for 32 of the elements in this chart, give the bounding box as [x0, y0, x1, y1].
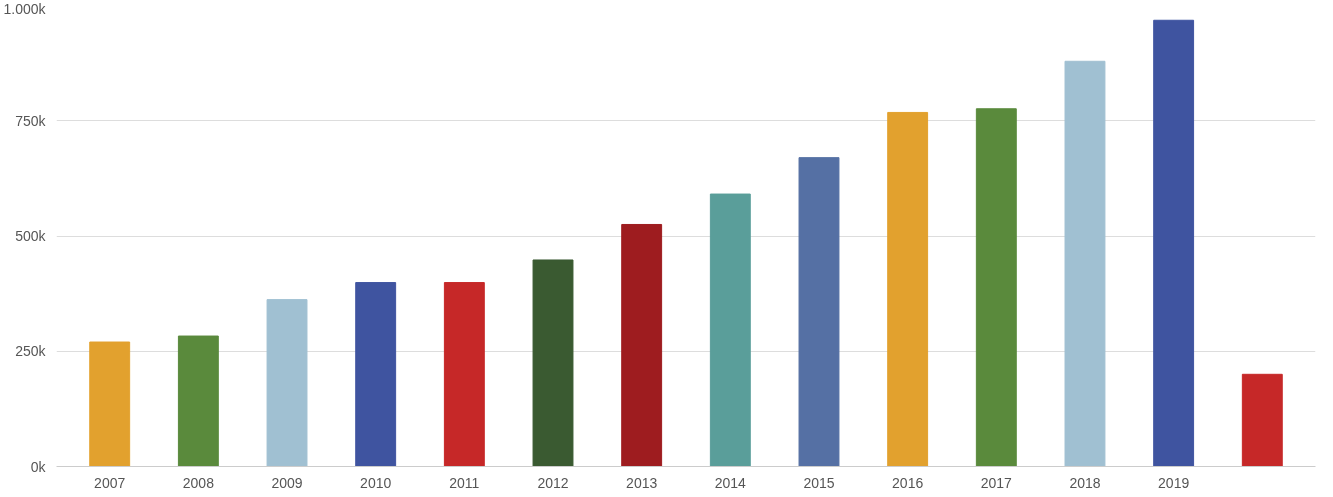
y-tick-label: 750k	[15, 112, 47, 129]
y-tick-label: 500k	[15, 228, 47, 244]
x-tick-label: 2012	[537, 474, 569, 491]
bar	[266, 299, 308, 467]
x-tick-label: 2009	[271, 474, 303, 491]
bar	[177, 335, 219, 467]
bar	[89, 341, 131, 467]
x-tick-label: 2010	[360, 474, 392, 491]
x-tick-label: 2014	[714, 474, 747, 491]
bar	[709, 193, 751, 467]
bar	[887, 111, 929, 467]
bar	[443, 282, 485, 467]
x-tick-label: 2017	[980, 474, 1013, 491]
y-tick-label: 0k	[30, 458, 47, 475]
bar	[355, 282, 397, 467]
x-tick-label: 2013	[626, 474, 658, 491]
bar	[1241, 373, 1283, 467]
bar	[798, 157, 840, 467]
x-tick-label: 2011	[449, 474, 480, 491]
x-tick-label: 2008	[182, 474, 215, 491]
x-tick-label: 2007	[94, 474, 126, 491]
x-tick-label: 2019	[1158, 474, 1190, 491]
x-tick-label: 2015	[803, 474, 835, 491]
x-tick-label: 2016	[892, 474, 924, 491]
bar	[975, 108, 1017, 467]
bar	[1153, 19, 1195, 467]
bar	[1064, 60, 1106, 467]
bar	[621, 223, 663, 467]
y-tick-label: 250k	[15, 343, 47, 360]
y-tick-label: 1.000k	[3, 0, 47, 17]
bar	[532, 259, 574, 467]
x-tick-label: 2018	[1069, 474, 1101, 491]
